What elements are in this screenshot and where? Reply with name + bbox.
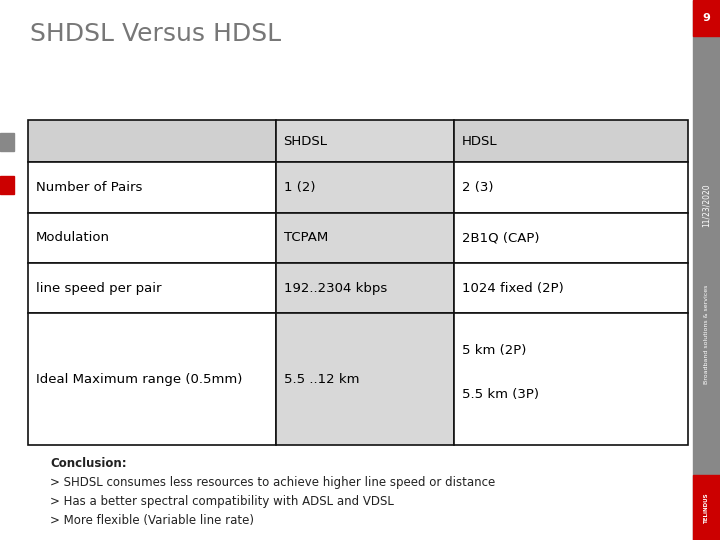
Bar [454, 162, 688, 213]
Bar [693, 0, 720, 36]
Bar [276, 263, 454, 313]
Bar [276, 313, 454, 445]
Text: Ideal Maximum range (0.5mm): Ideal Maximum range (0.5mm) [36, 373, 243, 386]
Text: Conclusion:: Conclusion: [50, 457, 127, 470]
Text: > Has a better spectral compatibility with ADSL and VDSL: > Has a better spectral compatibility wi… [50, 495, 394, 508]
Text: 9: 9 [703, 13, 711, 23]
Bar [693, 0, 720, 540]
Text: TELiNDUS: TELiNDUS [704, 492, 709, 523]
Text: 192..2304 kbps: 192..2304 kbps [284, 282, 387, 295]
Text: TCPAM: TCPAM [284, 231, 328, 244]
Bar [28, 263, 276, 313]
Text: line speed per pair: line speed per pair [36, 282, 161, 295]
Text: > More flexible (Variable line rate): > More flexible (Variable line rate) [50, 514, 254, 527]
Bar [454, 120, 688, 162]
Text: 5.5 ..12 km: 5.5 ..12 km [284, 373, 359, 386]
Bar [28, 213, 276, 263]
Text: > SHDSL consumes less resources to achieve higher line speed or distance: > SHDSL consumes less resources to achie… [50, 476, 495, 489]
Bar [454, 213, 688, 263]
Text: Broadband solutions & services: Broadband solutions & services [704, 285, 709, 384]
Bar [276, 120, 454, 162]
Bar [28, 120, 276, 162]
Text: Modulation: Modulation [36, 231, 110, 244]
Bar [0, 177, 14, 194]
Text: SHDSL: SHDSL [284, 134, 328, 147]
Text: Number of Pairs: Number of Pairs [36, 181, 143, 194]
Text: HDSL: HDSL [462, 134, 498, 147]
Bar [28, 313, 276, 445]
Bar [693, 475, 720, 540]
Bar [276, 213, 454, 263]
Text: 5 km (2P): 5 km (2P) [462, 344, 526, 357]
Text: 2 (3): 2 (3) [462, 181, 493, 194]
Text: 1 (2): 1 (2) [284, 181, 315, 194]
Bar [454, 313, 688, 445]
Text: 5.5 km (3P): 5.5 km (3P) [462, 388, 539, 401]
Text: 2B1Q (CAP): 2B1Q (CAP) [462, 231, 539, 244]
Text: SHDSL Versus HDSL: SHDSL Versus HDSL [30, 22, 281, 46]
Text: 1024 fixed (2P): 1024 fixed (2P) [462, 282, 564, 295]
Bar [276, 162, 454, 213]
Text: 11/23/2020: 11/23/2020 [702, 184, 711, 227]
Bar [0, 133, 14, 151]
Bar [454, 263, 688, 313]
Bar [28, 162, 276, 213]
